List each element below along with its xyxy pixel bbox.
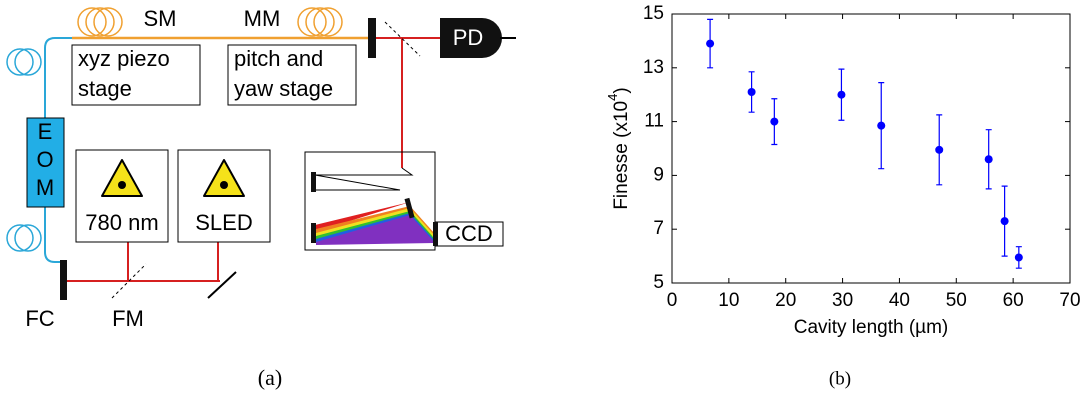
fc-label: FC	[25, 306, 54, 331]
y-axis-label-suffix: )	[611, 87, 632, 93]
stage-box	[227, 44, 357, 106]
fiber-coil	[85, 7, 115, 37]
flip-mirror	[111, 263, 147, 299]
sled-label: SLED	[195, 210, 252, 235]
fiber-coil	[14, 48, 42, 76]
laser-icon	[101, 159, 143, 197]
fiber-coil	[313, 7, 343, 37]
stage-label: stage	[78, 76, 132, 101]
x-tick-label: 60	[1003, 290, 1024, 311]
eom-label: E	[38, 119, 53, 144]
x-tick-label: 70	[1059, 290, 1080, 311]
photodiode	[440, 18, 502, 58]
data-point	[877, 121, 886, 130]
fiber-coil	[297, 7, 327, 37]
beam	[66, 242, 220, 282]
data-point	[1000, 217, 1009, 226]
fiber-coupler	[60, 260, 67, 300]
y-tick-label: 15	[643, 3, 664, 24]
stage-label: xyz piezo	[78, 46, 170, 71]
mm-label: MM	[244, 6, 281, 31]
mirror	[311, 172, 316, 192]
beam-splitter	[384, 21, 421, 57]
fiber-coil	[6, 224, 34, 252]
data-point	[706, 39, 715, 48]
sled-box	[177, 149, 271, 243]
data-point	[747, 88, 756, 97]
beam	[376, 37, 445, 168]
y-tick-label: 7	[653, 218, 664, 239]
fm-label: FM	[112, 306, 144, 331]
plot-frame	[671, 13, 1071, 284]
eom-box	[26, 117, 65, 208]
chart: (b) 0 10 20 30 40 50 60 70 5 7 9 11 13 15 Cavity lengt…	[605, 3, 1080, 389]
ccd-box	[434, 221, 504, 247]
x-tick-label: 10	[718, 290, 739, 311]
eom-label: O	[36, 147, 53, 172]
x-tick-label: 50	[946, 290, 967, 311]
y-tick-label: 13	[643, 57, 664, 78]
stage-box	[71, 44, 201, 106]
spectrum-rays	[315, 202, 435, 245]
mirror	[311, 223, 316, 243]
x-tick-label: 0	[667, 290, 678, 311]
x-tick-label: 40	[889, 290, 910, 311]
y-tick-label: 5	[653, 272, 664, 293]
ccd-label: CCD	[445, 221, 493, 246]
laser-icon	[118, 181, 126, 189]
mirror	[368, 18, 376, 58]
fiber-coil	[77, 7, 107, 37]
spectrometer-path	[314, 167, 414, 191]
x-tick-label: 30	[832, 290, 853, 311]
fiber-coil	[6, 48, 34, 76]
spectrometer-box	[304, 151, 436, 251]
data-point	[935, 145, 944, 154]
x-tick-label: 20	[775, 290, 796, 311]
sled-icon	[220, 181, 228, 189]
data-point	[770, 117, 779, 126]
sm-label: SM	[144, 6, 177, 31]
fiber-coil	[305, 7, 335, 37]
stage-label: yaw stage	[234, 76, 333, 101]
y-tick-label: 11	[644, 111, 664, 132]
fiber-coil	[14, 224, 42, 252]
y-axis-label-text: Finesse (x10	[611, 101, 632, 210]
data-point	[837, 90, 846, 99]
pd-label: PD	[453, 25, 484, 50]
grating	[404, 197, 415, 219]
y-axis-label: Finesse (x104)	[605, 87, 632, 209]
y-tick-label: 9	[653, 164, 664, 185]
caption: (a)	[258, 365, 282, 390]
fiber-coil	[93, 7, 123, 37]
eom-label: M	[36, 175, 54, 200]
data-point	[1014, 253, 1023, 262]
y-axis-label-exponent: 4	[605, 94, 620, 101]
ccd-sensor	[433, 222, 438, 246]
caption: (b)	[829, 368, 851, 389]
data-point	[984, 155, 993, 164]
sled-icon	[203, 159, 245, 197]
x-axis-label: Cavity length (µm)	[794, 317, 949, 338]
laser-box	[75, 149, 169, 243]
setup-diagram: E O M SM MM xyz piezo stage pitch and ya…	[6, 6, 516, 390]
mirror	[207, 271, 237, 299]
stage-label: pitch and	[234, 46, 323, 71]
laser-label: 780 nm	[85, 210, 158, 235]
